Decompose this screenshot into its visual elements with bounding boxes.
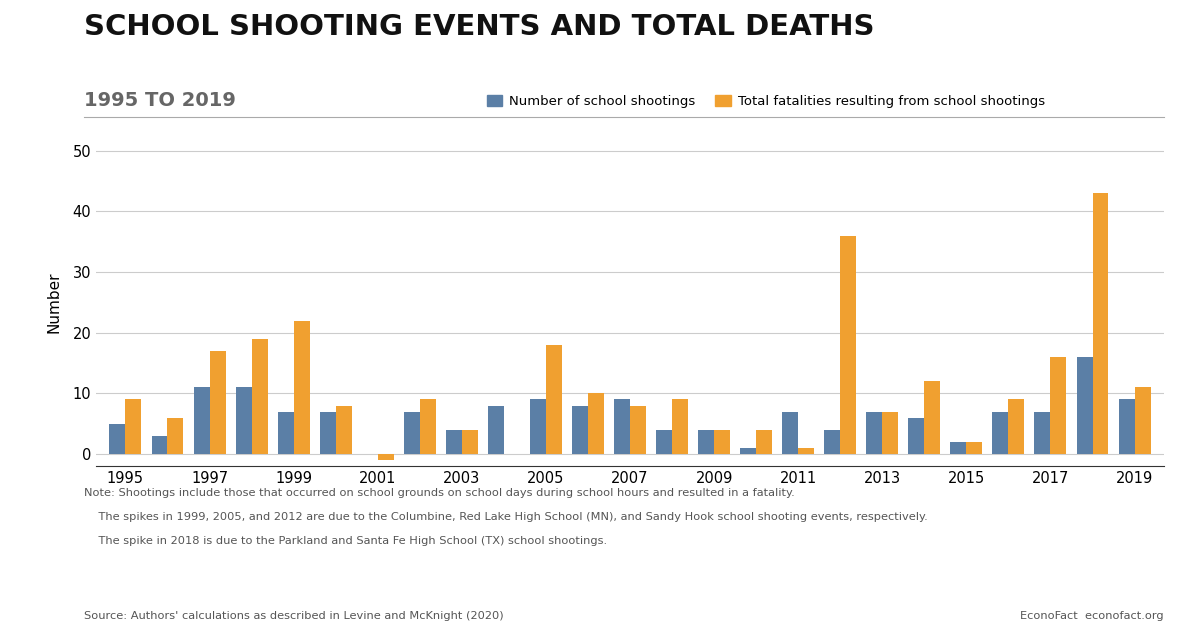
Bar xyxy=(740,448,756,454)
Bar xyxy=(824,430,840,454)
Bar xyxy=(950,442,966,454)
Bar xyxy=(193,387,210,454)
Bar xyxy=(992,411,1008,454)
Bar xyxy=(866,411,882,454)
Bar xyxy=(782,411,798,454)
Text: Source: Authors' calculations as described in Levine and McKnight (2020): Source: Authors' calculations as describ… xyxy=(84,611,504,621)
Bar xyxy=(210,351,226,454)
Bar xyxy=(319,411,336,454)
Bar xyxy=(672,399,688,454)
Text: EconoFact  econofact.org: EconoFact econofact.org xyxy=(1020,611,1164,621)
Bar xyxy=(1008,399,1025,454)
Bar xyxy=(714,430,730,454)
Bar xyxy=(614,399,630,454)
Bar xyxy=(277,411,294,454)
Bar xyxy=(126,399,142,454)
Bar xyxy=(630,406,646,454)
Bar xyxy=(252,339,268,454)
Bar xyxy=(908,418,924,454)
Bar xyxy=(656,430,672,454)
Bar xyxy=(109,424,126,454)
Bar xyxy=(530,399,546,454)
Bar xyxy=(1034,411,1050,454)
Bar xyxy=(420,399,436,454)
Bar xyxy=(588,393,604,454)
Bar xyxy=(698,430,714,454)
Bar xyxy=(924,381,941,454)
Bar xyxy=(378,454,394,460)
Bar xyxy=(403,411,420,454)
Bar xyxy=(1092,193,1109,454)
Bar xyxy=(235,387,252,454)
Bar xyxy=(168,418,184,454)
Bar xyxy=(1134,387,1151,454)
Legend: Number of school shootings, Total fatalities resulting from school shootings: Number of school shootings, Total fatali… xyxy=(486,94,1045,108)
Bar xyxy=(572,406,588,454)
Bar xyxy=(488,406,504,454)
Text: Note: Shootings include those that occurred on school grounds on school days dur: Note: Shootings include those that occur… xyxy=(84,488,794,498)
Y-axis label: Number: Number xyxy=(47,272,61,333)
Bar xyxy=(294,321,310,454)
Bar xyxy=(336,406,352,454)
Text: The spikes in 1999, 2005, and 2012 are due to the Columbine, Red Lake High Schoo: The spikes in 1999, 2005, and 2012 are d… xyxy=(84,512,928,522)
Bar xyxy=(756,430,772,454)
Text: 1995 TO 2019: 1995 TO 2019 xyxy=(84,91,236,110)
Bar xyxy=(1076,357,1092,454)
Bar xyxy=(882,411,899,454)
Bar xyxy=(966,442,983,454)
Bar xyxy=(1050,357,1067,454)
Bar xyxy=(446,430,462,454)
Text: The spike in 2018 is due to the Parkland and Santa Fe High School (TX) school sh: The spike in 2018 is due to the Parkland… xyxy=(84,536,607,546)
Bar xyxy=(546,345,562,454)
Bar xyxy=(1118,399,1134,454)
Bar xyxy=(798,448,814,454)
Text: SCHOOL SHOOTING EVENTS AND TOTAL DEATHS: SCHOOL SHOOTING EVENTS AND TOTAL DEATHS xyxy=(84,13,875,40)
Bar xyxy=(462,430,478,454)
Bar xyxy=(151,436,168,454)
Bar xyxy=(840,236,857,454)
